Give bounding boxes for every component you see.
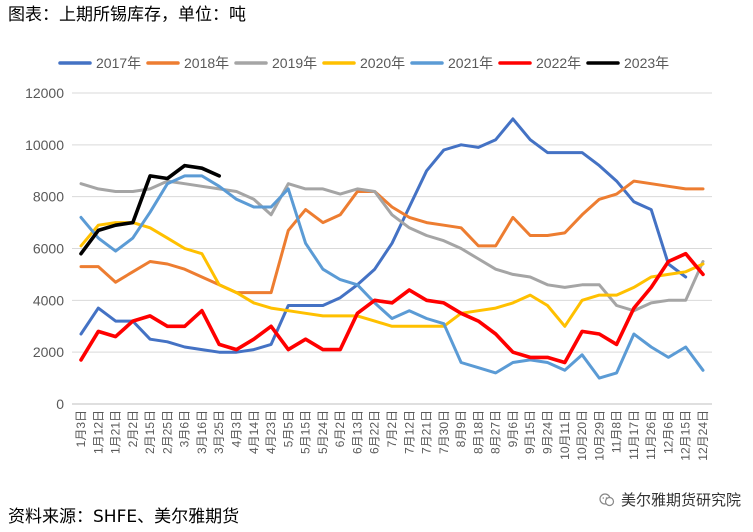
gridlines — [72, 92, 712, 405]
series-line-1 — [79, 179, 705, 295]
x-tick-label: 2月25日 — [160, 410, 174, 454]
x-tick-label: 8月27日 — [489, 410, 503, 454]
x-tick-label: 2月2日 — [126, 410, 140, 447]
series-line-6 — [79, 163, 221, 256]
legend-label-4: 2021年 — [448, 55, 493, 71]
x-tick-label: 4月3日 — [230, 410, 244, 447]
legend-label-1: 2018年 — [184, 55, 229, 71]
legend-label-6: 2023年 — [624, 55, 669, 71]
x-tick-label: 9月24日 — [541, 410, 555, 454]
series-line-0 — [79, 117, 688, 354]
x-tick-label: 6月22日 — [368, 410, 382, 454]
x-tick-label: 6月2日 — [333, 410, 347, 447]
x-tick-label: 3月16日 — [195, 410, 209, 454]
watermark-text: 美尔雅期货研究院 — [620, 491, 741, 509]
x-tick-label: 11月17日 — [627, 410, 641, 460]
series-line-4 — [79, 174, 705, 380]
x-tick-label: 12月24日 — [696, 410, 710, 461]
x-tick-label: 2月15日 — [143, 410, 157, 454]
x-tick-label: 5月15日 — [299, 410, 313, 454]
x-tick-label: 10月11日 — [558, 410, 572, 460]
x-axis: 1月3日 1月12日 1月21日 2月2日 2月15日 2月25日 3月6日 3月16日 3月2… — [74, 410, 710, 461]
x-tick-label: 11月26日 — [644, 410, 658, 460]
y-tick-label: 10000 — [25, 137, 64, 153]
x-tick-label: 4月14日 — [247, 410, 261, 454]
x-tick-label: 8月9日 — [454, 410, 468, 447]
x-tick-label: 9月15日 — [523, 410, 537, 454]
y-tick-label: 6000 — [33, 241, 64, 257]
x-tick-label: 1月21日 — [109, 410, 123, 454]
x-tick-label: 3月25日 — [212, 410, 226, 454]
x-tick-label: 4月23日 — [264, 410, 278, 454]
x-tick-label: 5月5日 — [281, 410, 295, 447]
x-tick-label: 7月2日 — [385, 410, 399, 447]
y-tick-label: 4000 — [33, 292, 64, 308]
legend-label-3: 2020年 — [360, 55, 405, 71]
y-tick-label: 2000 — [33, 344, 64, 360]
y-tick-label: 12000 — [25, 85, 64, 101]
watermark: 美尔雅期货研究院 — [599, 490, 741, 510]
y-tick-label: 8000 — [33, 189, 64, 205]
legend-label-5: 2022年 — [536, 55, 581, 71]
page-title: 图表：上期所锡库存，单位：吨 — [8, 5, 246, 25]
y-axis: 0 2000 4000 6000 8000 10000 12000 — [25, 85, 64, 412]
wechat-icon — [599, 493, 615, 507]
x-tick-label: 11月8日 — [610, 410, 624, 453]
x-tick-label: 7月30日 — [437, 410, 451, 454]
x-tick-label: 1月3日 — [74, 410, 88, 447]
x-tick-label: 9月6日 — [506, 410, 520, 447]
series-group — [79, 117, 705, 380]
series-line-5 — [79, 251, 705, 365]
legend-label-2: 2019年 — [272, 55, 317, 71]
x-tick-label: 7月12日 — [402, 410, 416, 454]
legend: 2017年 2018年 2019年 2020年 2021年 2022年 2023年 — [58, 55, 669, 71]
legend-label-0: 2017年 — [96, 55, 141, 71]
x-tick-label: 7月21日 — [420, 410, 434, 454]
source-note: 资料来源：SHFE、美尔雅期货 — [8, 507, 240, 527]
series-line-2 — [79, 179, 705, 313]
x-tick-label: 12月6日 — [661, 410, 675, 454]
x-tick-label: 10月20日 — [575, 410, 589, 461]
series-line-3 — [79, 221, 705, 328]
x-tick-label: 6月13日 — [350, 410, 364, 454]
x-tick-label: 5月24日 — [316, 410, 330, 454]
x-tick-label: 8月18日 — [471, 410, 485, 454]
x-tick-label: 3月6日 — [178, 410, 192, 447]
y-tick-label: 0 — [56, 396, 64, 412]
x-tick-label: 1月12日 — [91, 410, 105, 454]
line-chart: 2017年 2018年 2019年 2020年 2021年 2022年 2023年 0 200… — [25, 55, 712, 461]
x-tick-label: 12月15日 — [679, 410, 693, 461]
x-tick-label: 10月29日 — [592, 410, 606, 461]
